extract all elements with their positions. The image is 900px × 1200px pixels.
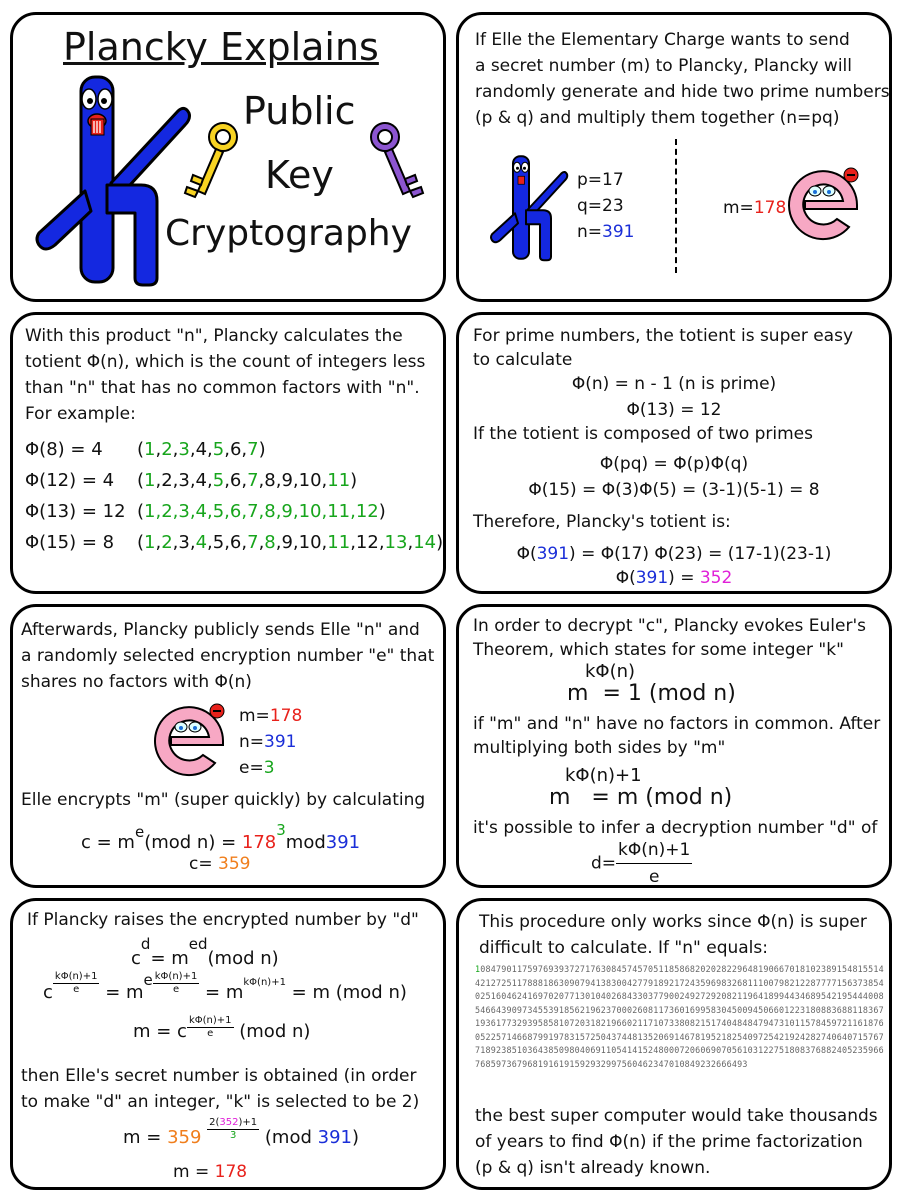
totient-sequence: (1,2,3,4,5,6,7,8,9,10,11,12,13,14) [137,532,444,553]
p5-line3: shares no factors with Φ(n) [21,672,252,692]
p4-eq4: Φ(15) = Φ(3)Φ(5) = (3-1)(5-1) = 8 [528,480,820,500]
p6-line3: if "m" and "n" have no factors in common… [473,714,881,734]
p4-eq5: Φ(391) = Φ(17) Φ(23) = (17-1)(23-1) [516,544,832,564]
p8-line3: the best super computer would take thous… [475,1106,878,1126]
p8-line1: This procedure only works since Φ(n) is … [479,912,867,932]
p2-p: p=17 [577,170,624,190]
p5-c-equation: c = me(mod n) = 1783mod391 [81,821,361,853]
plancky-character [35,75,191,287]
p5-line2: a randomly selected encryption number "e… [21,646,435,666]
p7-line2: then Elle's secret number is obtained (i… [21,1066,417,1086]
totient-sequence: (1,2,3,4,5,6,7,8,9,10,11) [137,470,358,491]
elle-character [788,167,859,241]
p2-n: n=391 [577,222,635,242]
totient-row: Φ(13) = 12 (1,2,3,4,5,6,7,8,9,10,11,12) [25,501,386,522]
purple-key-icon [370,122,425,199]
elle-character [154,703,225,777]
p5-m: m=178 [239,706,303,726]
p4-eq3: Φ(pq) = Φ(p)Φ(q) [599,454,749,474]
p6-eq1: m = 1 (mod n) [567,681,736,706]
totient-lhs: Φ(15) = 8 [25,532,115,553]
p8-line2: difficult to calculate. If "n" equals: [479,938,768,958]
p6-exp2: kΦ(n)+1 [565,765,642,786]
large-n-number: 1084790117597693937271763084574570511858… [475,964,884,1069]
totient-sequence: (1,2,3,4,5,6,7) [137,439,266,460]
yellow-key-icon [183,122,238,199]
panel-totient-intro: With this product "n", Plancky calculate… [10,312,446,594]
p4-line1: For prime numbers, the totient is super … [473,326,854,346]
p7-eq3: m = c kΦ(n)+1 e (mod n) [133,1015,311,1042]
p2-line1: If Elle the Elementary Charge wants to s… [475,30,850,50]
p6-line4: multiplying both sides by "m" [473,738,726,758]
p6-eq2: m = m (mod n) [549,785,733,810]
p6-line5: it's possible to infer a decryption numb… [473,818,878,838]
p6-d-equation: d= kΦ(n)+1 e [591,837,693,885]
p2-q: q=23 [577,196,624,216]
totient-row: Φ(12) = 4 (1,2,3,4,5,6,7,8,9,10,11) [25,470,357,491]
p4-eq6: Φ(391) = 352 [615,568,733,588]
subtitle-cryptography: Cryptography [165,213,412,254]
plancky-small [490,155,569,262]
totient-lhs: Φ(13) = 12 [25,501,126,522]
p8-line4: of years to find Φ(n) if the prime facto… [475,1132,863,1152]
p4-eq1: Φ(n) = n - 1 (n is prime) [571,374,777,394]
panel-totient-primes: For prime numbers, the totient is super … [456,312,892,594]
panel-encryption: Afterwards, Plancky publicly sends Elle … [10,604,446,888]
panel-decryption: If Plancky raises the encrypted number b… [10,898,446,1190]
panel-title: Plancky Explains [10,12,446,302]
p8-line5: (p & q) isn't already known. [475,1158,711,1178]
p4-eq2: Φ(13) = 12 [626,400,722,420]
p3-line2: totient Φ(n), which is the count of inte… [25,352,426,372]
p2-line2: a secret number (m) to Plancky, Plancky … [475,56,852,76]
p4-line3: If the totient is composed of two primes [473,424,813,444]
p2-line3: randomly generate and hide two prime num… [475,82,890,102]
p5-e: e=3 [239,758,275,778]
p5-line1: Afterwards, Plancky publicly sends Elle … [21,620,420,640]
p7-line3: to make "d" an integer, "k" is selected … [21,1092,420,1112]
p7-line1: If Plancky raises the encrypted number b… [27,910,419,930]
subtitle-public: Public [243,89,356,133]
p2-line4: (p & q) and multiply them together (n=pq… [475,108,840,128]
p3-line4: For example: [25,404,136,424]
p6-line1: In order to decrypt "c", Plancky evokes … [473,616,867,636]
p7-eq2: c kΦ(n)+1 e = me kΦ(n)+1 e = mkΦ(n)+1 = m (m… [43,971,407,1003]
totient-row: Φ(8) = 4 (1,2,3,4,5,6,7) [25,439,266,460]
p5-c-result: c= 359 [189,854,251,874]
p4-line2: to calculate [473,350,573,370]
totient-sequence: (1,2,3,4,5,6,7,8,9,10,11,12) [137,501,386,522]
totient-lhs: Φ(12) = 4 [25,470,115,491]
totient-row: Φ(15) = 8 (1,2,3,4,5,6,7,8,9,10,11,12,13,… [25,532,443,553]
totient-lhs: Φ(8) = 4 [25,439,103,460]
p5-n: n=391 [239,732,297,752]
p4-line4: Therefore, Plancky's totient is: [473,512,731,532]
panel-euler: In order to decrypt "c", Plancky evokes … [456,604,892,888]
p2-m: m=178 [723,198,787,218]
p7-eq1: cd= med(mod n) [131,935,279,969]
p7-eq5: m = 178 [173,1162,248,1182]
p7-eq4: m = 359 2(352)+1 3 (mod 391) [123,1117,360,1148]
page-title: Plancky Explains [63,25,379,69]
p6-exp1: kΦ(n) [585,661,636,682]
divider-dashed [675,139,677,273]
panel-security: This procedure only works since Φ(n) is … [456,898,892,1190]
panel-prime-generation: If Elle the Elementary Charge wants to s… [456,12,892,302]
subtitle-key: Key [265,153,334,197]
p3-line1: With this product "n", Plancky calculate… [25,326,403,346]
p5-line4: Elle encrypts "m" (super quickly) by cal… [21,790,426,810]
p6-line2: Theorem, which states for some integer "… [473,640,844,660]
p3-line3: than "n" that has no common factors with… [25,378,420,398]
